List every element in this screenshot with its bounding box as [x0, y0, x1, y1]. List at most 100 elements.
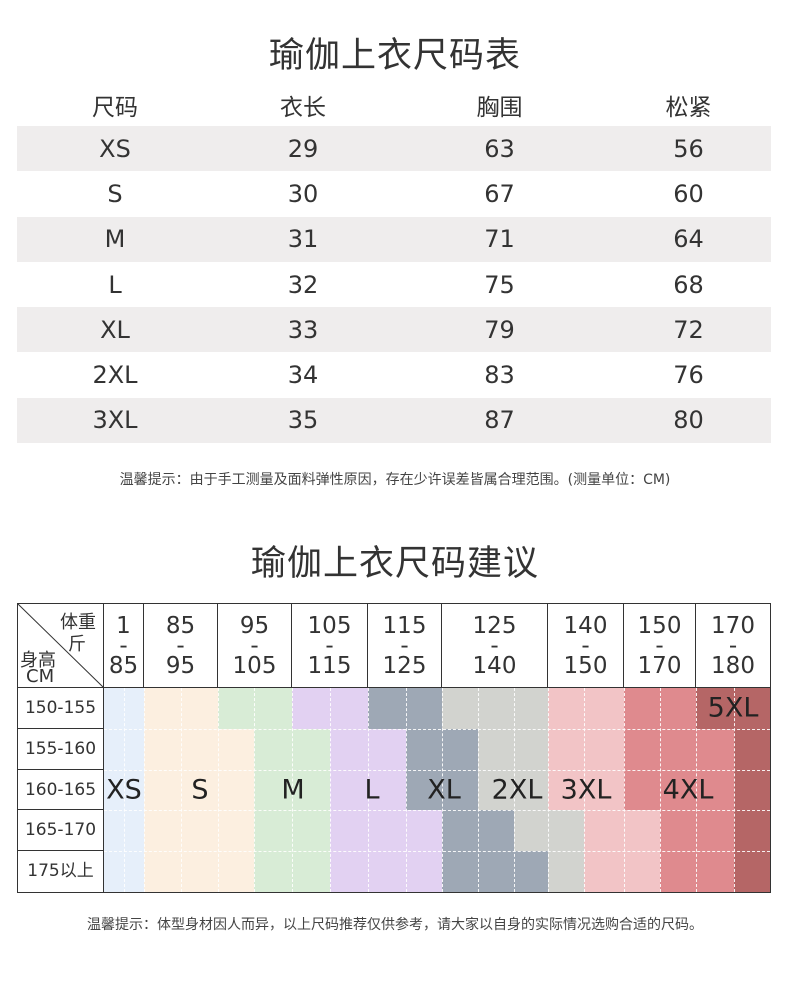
table-row: 3XL 35 87 80: [17, 397, 771, 444]
grid-divider: [330, 688, 331, 892]
cell-size: 3XL: [92, 406, 138, 435]
cell-stretch: 56: [673, 134, 704, 163]
weight-range-text: -: [728, 633, 738, 659]
size-label: 3XL: [560, 774, 612, 806]
grid-divider: [734, 688, 735, 892]
weight-range-text: 140: [472, 653, 517, 679]
grid-divider: [660, 688, 661, 892]
size-label: 4XL: [662, 774, 714, 806]
corner-label: CM: [26, 666, 55, 687]
cell-stretch: 60: [673, 179, 704, 208]
cell-stretch: 76: [673, 361, 704, 390]
weight-range-text: 150: [637, 613, 682, 639]
size-label: XS: [106, 774, 142, 806]
table-row: S 30 67 60: [17, 171, 771, 216]
cell-chest: 87: [484, 406, 515, 435]
header-length: 衣长: [280, 95, 326, 121]
height-range-label: 165-170: [18, 810, 104, 852]
table-row: XL 33 79 72: [17, 307, 771, 353]
cell-chest: 79: [484, 315, 515, 344]
corner-header: 体重斤身高 CM: [18, 604, 104, 688]
weight-range-text: 105: [307, 613, 352, 639]
grid-divider: [181, 688, 182, 892]
size-region-xl: [368, 688, 442, 729]
grid-divider: [514, 688, 515, 892]
suggestion-note: 温馨提示：体型身材因人而异，以上尺码推荐仅供参考，请大家以自身的实际情况选购合适…: [87, 917, 703, 933]
size-label: XL: [427, 774, 461, 806]
size-region-xl: [442, 851, 548, 892]
grid-divider: [254, 688, 255, 892]
header-size: 尺码: [92, 95, 138, 121]
weight-range-text: -: [490, 633, 499, 659]
weight-range-text: -: [119, 633, 128, 659]
size-label: M: [281, 774, 305, 806]
corner-label: 体重: [60, 612, 96, 633]
cell-stretch: 80: [673, 406, 704, 435]
grid-divider: [104, 810, 770, 812]
grid-divider: [104, 769, 770, 771]
cell-length: 33: [287, 315, 319, 344]
cell-chest: 67: [484, 179, 515, 208]
weight-range-text: -: [325, 633, 334, 659]
cell-chest: 75: [484, 270, 515, 299]
weight-range-header: 125-140: [442, 604, 548, 688]
weight-range-text: 140: [563, 613, 608, 639]
weight-range-text: 115: [307, 653, 352, 679]
weight-range-text: -: [655, 633, 664, 659]
corner-diagonal: [18, 604, 104, 688]
size-table: 尺码 衣长 胸围 松紧 XS 29 63 56 S 30 67 60 M 31 …: [17, 84, 771, 444]
cell-size: 2XL: [92, 361, 138, 390]
weight-range-text: 180: [711, 653, 755, 679]
measurement-note: 温馨提示：由于手工测量及面料弹性原因，存在少许误差皆属合理范围。(测量单位：CM…: [119, 472, 671, 488]
size-region-m: [218, 688, 292, 729]
weight-range-header: 95-105: [218, 604, 292, 688]
size-suggestion-title: 瑜伽上衣尺码建议: [250, 544, 539, 584]
cell-length: 30: [287, 179, 319, 208]
weight-range-text: 95: [239, 613, 270, 639]
grid-divider: [104, 851, 770, 853]
header-stretch: 松紧: [665, 95, 712, 121]
grid-divider: [442, 688, 443, 892]
weight-range-text: 170: [637, 653, 682, 679]
cell-chest: 71: [484, 225, 515, 254]
height-range-label: 175以上: [18, 851, 104, 892]
size-region-2xl: [548, 851, 584, 892]
cell-length: 31: [287, 225, 319, 254]
cell-stretch: 72: [673, 315, 704, 344]
weight-range-header: 105-115: [292, 604, 368, 688]
grid-divider: [584, 688, 585, 892]
height-range-label: 155-160: [18, 728, 104, 770]
weight-range-header: 150-170: [624, 604, 696, 688]
weight-range-text: 125: [472, 613, 517, 639]
weight-range-header: 115-125: [368, 604, 442, 688]
table-row: M 31 71 64: [17, 216, 771, 262]
corner-label: 身高: [20, 650, 56, 671]
weight-range-header: 85-95: [144, 604, 218, 688]
table-row: 2XL 34 83 76: [17, 352, 771, 397]
header-chest: 胸围: [476, 95, 523, 121]
size-region-2xl: [514, 810, 584, 852]
grid-divider: [218, 688, 219, 892]
weight-range-text: 170: [711, 613, 755, 639]
size-table-header: 尺码 衣长 胸围 松紧: [17, 84, 771, 126]
cell-length: 34: [287, 361, 319, 390]
grid-divider: [406, 688, 407, 892]
weight-range-text: 1: [116, 613, 131, 639]
grid-divider: [624, 688, 625, 892]
weight-range-text: 85: [108, 653, 139, 679]
cell-length: 29: [287, 134, 319, 163]
grid-divider: [292, 688, 293, 892]
weight-range-header: 170-180: [696, 604, 770, 688]
size-label: 2XL: [491, 774, 543, 806]
size-label: L: [364, 774, 380, 806]
weight-range-text: -: [250, 633, 259, 659]
cell-stretch: 64: [673, 225, 704, 254]
size-label: S: [191, 774, 209, 806]
grid-divider: [104, 728, 770, 730]
weight-range-text: -: [400, 633, 409, 659]
size-chart-title: 瑜伽上衣尺码表: [268, 36, 521, 76]
corner-label: 斤: [68, 634, 86, 655]
weight-range-text: 95: [165, 653, 196, 679]
table-row: XS 29 63 56: [17, 126, 771, 172]
weight-range-text: 115: [382, 613, 427, 639]
